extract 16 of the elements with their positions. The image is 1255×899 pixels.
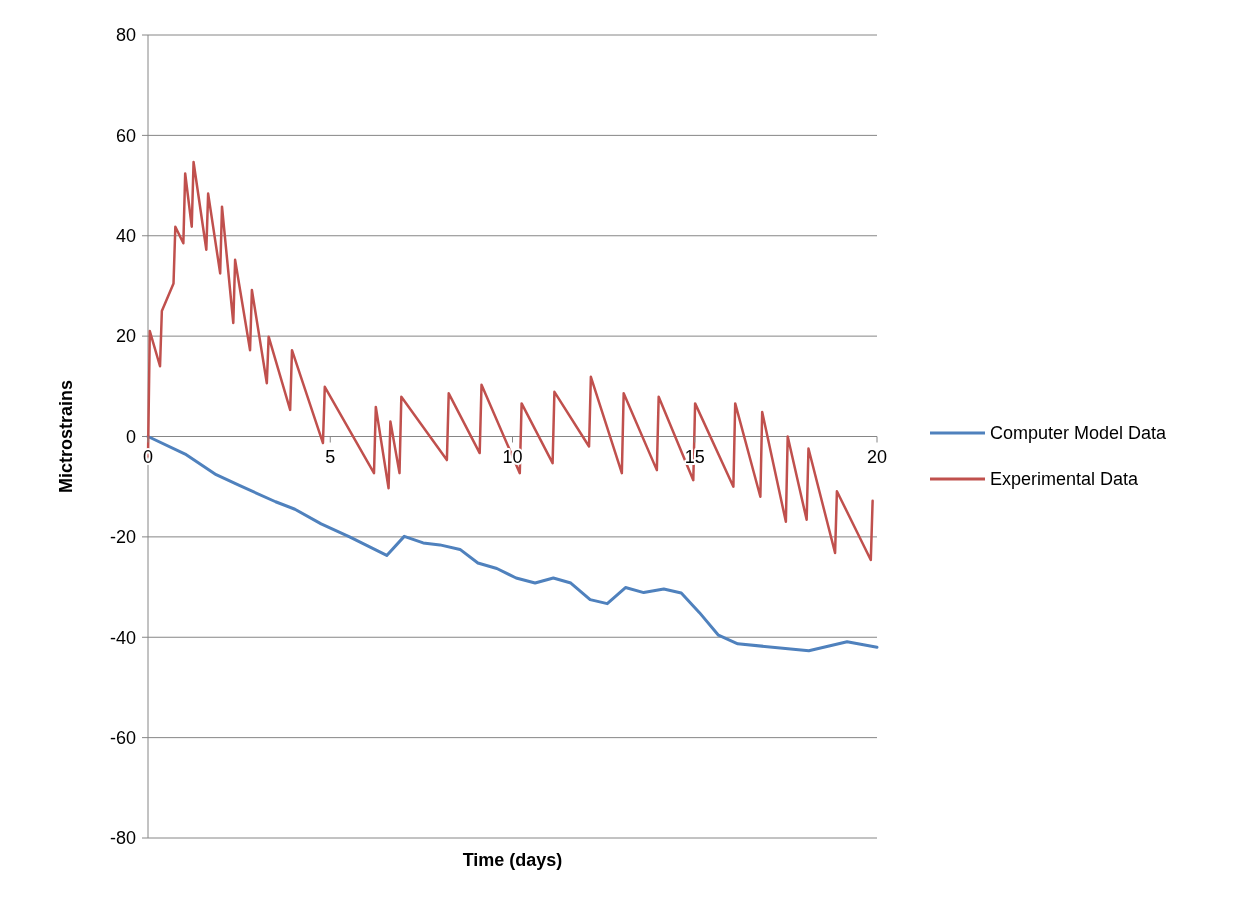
x-tick-label: 20 [866, 446, 888, 467]
y-tick-label: 60 [115, 125, 136, 146]
x-tick-label: 0 [142, 446, 154, 467]
y-axis-title: Mictrostrains [56, 379, 76, 494]
x-axis-title: Time (days) [462, 850, 563, 870]
y-tick-label: -40 [109, 627, 136, 648]
legend-label: Experimental Data [990, 469, 1140, 490]
y-tick-label: -20 [109, 527, 136, 548]
legend-label: Computer Model Data [990, 423, 1168, 444]
y-tick-label: 80 [115, 25, 136, 46]
y-tick-label: -60 [109, 727, 136, 748]
y-tick-label: 20 [115, 326, 136, 347]
x-tick-label: 5 [325, 446, 336, 467]
y-tick-label: 0 [125, 426, 136, 447]
y-tick-label: -80 [109, 828, 136, 849]
y-tick-label: 40 [115, 226, 136, 247]
